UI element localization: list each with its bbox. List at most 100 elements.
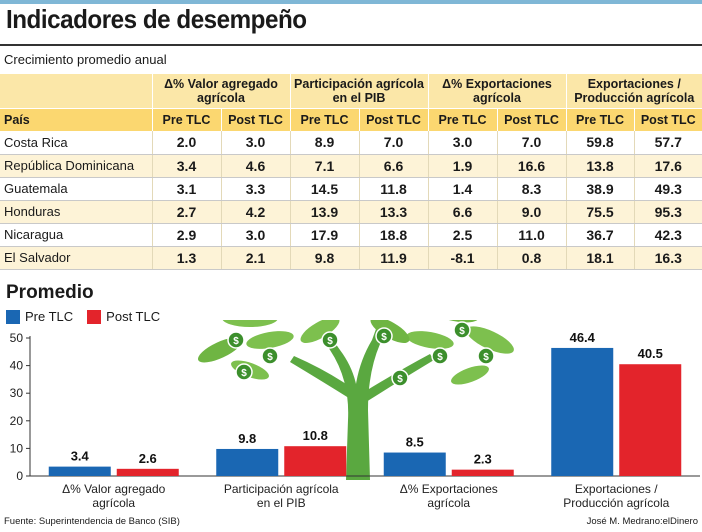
y-tick-label: 50 (10, 331, 24, 345)
svg-text:$: $ (459, 326, 465, 337)
indicators-table: Δ% Valor agregado agrícola Participación… (0, 74, 702, 270)
post-tlc-header: Post TLC (496, 108, 567, 131)
category-label: agrícola (92, 496, 135, 510)
source-note: Fuente: Superintendencia de Banco (SIB) (4, 516, 180, 527)
bar-value-label: 40.5 (638, 346, 663, 361)
value-cell: 13.8 (565, 154, 635, 178)
bar-pre (551, 347, 614, 476)
bar-pre (383, 452, 446, 476)
table-row: Guatemala 3.1 3.3 14.5 11.8 1.4 8.3 38.9 49.3 (0, 177, 702, 201)
y-tick-label: 20 (10, 414, 24, 428)
country-column-header: País (0, 108, 152, 131)
value-cell: 13.9 (289, 200, 360, 224)
legend-label: Post TLC (106, 309, 161, 324)
value-cell: 18.1 (565, 246, 635, 270)
value-cell: 1.3 (151, 246, 221, 270)
bar-post (451, 469, 514, 476)
value-cell: 11.8 (358, 177, 429, 201)
legend-label: Pre TLC (25, 309, 74, 324)
value-cell: 16.3 (633, 246, 702, 270)
value-cell: 6.6 (358, 154, 429, 178)
page-title: Indicadores de desempeño (6, 4, 307, 34)
value-cell: 18.8 (358, 223, 429, 247)
bar-value-label: 10.8 (303, 428, 328, 443)
value-cell: 0.8 (496, 246, 567, 270)
bar-pre (216, 448, 279, 476)
value-cell: 17.9 (289, 223, 360, 247)
top-stripe (0, 0, 702, 4)
value-cell: 8.3 (496, 177, 567, 201)
value-cell: 57.7 (633, 131, 702, 155)
bar-value-label: 2.6 (139, 451, 157, 466)
y-tick-label: 40 (10, 359, 24, 373)
value-cell: 2.7 (151, 200, 221, 224)
value-cell: 8.9 (289, 131, 360, 155)
legend-item-post: Post TLC (87, 309, 160, 324)
value-cell: 59.8 (565, 131, 635, 155)
category-label: Δ% Exportaciones (400, 482, 498, 496)
group-header: Participación agrícola en el PIB (289, 74, 429, 109)
title-rule (0, 44, 702, 46)
svg-text:$: $ (397, 374, 403, 385)
value-cell: 3.1 (151, 177, 221, 201)
table-row: República Dominicana 3.4 4.6 7.1 6.6 1.9 16.6 1… (0, 154, 702, 178)
chart-bars: 3.4 2.6 9.8 10.8 8.5 2.3 46.4 40.5 (48, 330, 682, 476)
chart-legend: Pre TLC Post TLC (6, 309, 174, 324)
post-tlc-header: Post TLC (358, 108, 429, 131)
value-cell: 14.5 (289, 177, 360, 201)
value-cell: 38.9 (565, 177, 635, 201)
credit-note: José M. Medrano:elDinero (586, 516, 698, 527)
svg-text:$: $ (327, 336, 333, 347)
bar-pre (48, 466, 111, 476)
value-cell: 42.3 (633, 223, 702, 247)
country-cell: Honduras (0, 200, 152, 224)
bar-value-label: 46.4 (570, 330, 596, 345)
bar-post (284, 446, 347, 476)
value-cell: 9.0 (496, 200, 567, 224)
value-cell: 4.6 (220, 154, 291, 178)
value-cell: 2.0 (151, 131, 221, 155)
country-cell: Nicaragua (0, 223, 152, 247)
table-subtitle: Crecimiento promedio anual (4, 52, 167, 67)
bar-value-label: 8.5 (406, 435, 424, 450)
value-cell: 16.6 (496, 154, 567, 178)
value-cell: 3.3 (220, 177, 291, 201)
value-cell: 2.9 (151, 223, 221, 247)
svg-text:$: $ (241, 368, 247, 379)
y-tick-label: 10 (10, 441, 24, 455)
svg-text:$: $ (267, 352, 273, 363)
value-cell: 13.3 (358, 200, 429, 224)
value-cell: 3.0 (220, 131, 291, 155)
value-cell: 36.7 (565, 223, 635, 247)
value-cell: 17.6 (633, 154, 702, 178)
chart-title: Promedio (6, 282, 94, 303)
bar-value-label: 3.4 (71, 449, 90, 464)
bar-post (116, 468, 179, 476)
category-label: Producción agrícola (563, 496, 669, 510)
value-cell: 7.0 (496, 131, 567, 155)
legend-swatch-red (87, 309, 102, 324)
value-cell: 49.3 (633, 177, 702, 201)
y-tick-label: 30 (10, 386, 24, 400)
value-cell: 75.5 (565, 200, 635, 224)
value-cell: 95.3 (633, 200, 702, 224)
svg-text:$: $ (381, 332, 387, 343)
country-cell: El Salvador (0, 246, 152, 270)
group-header: Δ% Exportaciones agrícola (427, 74, 567, 109)
category-label: en el PIB (257, 496, 306, 510)
value-cell: 1.9 (427, 154, 498, 178)
category-label: Participación agrícola (224, 482, 339, 496)
table-row: Costa Rica 2.0 3.0 8.9 7.0 3.0 7.0 59.8 57.7 (0, 131, 702, 155)
table-row: Nicaragua 2.9 3.0 17.9 18.8 2.5 11.0 36.7 42.3 (0, 223, 702, 247)
value-cell: 9.8 (289, 246, 360, 270)
value-cell: 4.2 (220, 200, 291, 224)
header-blank (0, 74, 152, 109)
value-cell: 3.0 (220, 223, 291, 247)
value-cell: 3.0 (427, 131, 498, 155)
group-header: Exportaciones / Producción agrícola (565, 74, 702, 109)
value-cell: 2.1 (220, 246, 291, 270)
post-tlc-header: Post TLC (633, 108, 702, 131)
category-label: agrícola (427, 496, 470, 510)
